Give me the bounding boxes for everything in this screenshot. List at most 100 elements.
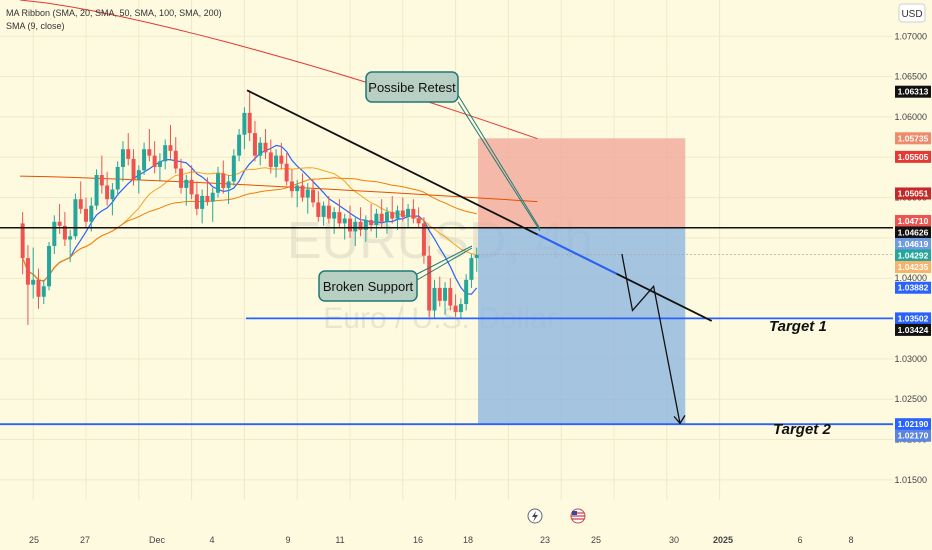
candle-body-25 [152,155,157,167]
candle-body-57 [321,205,326,217]
price-badge-label-12: 1.02190 [898,419,929,429]
trendline [246,89,713,322]
us-flag-icon-canton [572,511,577,515]
price-badge-label-0: 1.06313 [898,87,929,97]
candle-body-4 [41,286,46,297]
callout-support-pointer-2 [416,247,473,281]
candle-body-77 [427,255,432,311]
candle-body-30 [179,168,184,188]
candle-body-13 [89,205,94,222]
price-badge-label-13: 1.02170 [898,431,929,441]
candle-body-24 [147,149,152,156]
currency-label: USD [901,9,922,20]
time-tick-label-5: 11 [335,535,344,545]
candle-body-17 [110,189,115,200]
callout-retest: Possibe Retest [365,71,459,103]
callout-support-pointer [416,245,473,275]
candle-body-67 [374,213,379,225]
candle-body-45 [258,142,263,156]
candle-body-66 [369,220,374,225]
price-badge-12 [895,418,931,431]
callout-retest-pointer-2 [457,101,541,232]
price-badge-label-7: 1.04292 [898,250,929,260]
candle-body-16 [105,185,110,200]
candle-body-23 [142,149,147,171]
drawings [246,89,713,425]
moving-averages [19,0,538,295]
candle-body-44 [252,133,257,156]
price-badge-label-2: 1.05505 [898,152,929,162]
candle-body-42 [242,112,247,135]
price-tick-label-6: 1.04000 [894,273,927,283]
candle-body-69 [384,212,389,222]
time-axis[interactable]: 25 27 Dec 4 9 11 16 18 23 25 30 2025 6 8 [29,535,854,545]
sma200-line [19,0,538,140]
candle-body-7 [57,221,62,226]
candle-body-5 [47,245,52,287]
sma9-line [22,144,478,295]
time-tick-label-10: 30 [669,535,679,545]
projection-path [621,253,681,424]
price-badge-label-1: 1.05735 [898,133,929,143]
candle-body-14 [94,175,99,206]
time-tick-label-4: 9 [285,535,290,545]
candle-body-54 [305,189,310,198]
candle-body-74 [411,208,416,219]
callout-support-label: Broken Support [323,279,414,294]
candle-body-82 [453,305,458,313]
price-tick-label-11: 1.01500 [894,475,927,485]
candle-body-78 [432,287,437,311]
candle-body-63 [353,221,358,232]
price-tick-label-1: 1.06500 [894,72,927,82]
candle-body-62 [348,218,352,232]
candle-body-41 [237,134,242,156]
callout-retest-pointer [457,94,541,230]
legend-sma9[interactable]: SMA (9, close) [6,21,65,31]
candle-body-6 [52,221,57,246]
candle-body-15 [99,175,104,186]
candle-body-37 [216,173,220,193]
target-zone [478,228,686,425]
price-badge-7 [895,249,931,262]
price-badge-label-8: 1.04235 [898,262,929,272]
candle-body-50 [284,163,289,182]
trendline-highlight [536,233,618,275]
sma100-line [19,175,538,203]
price-badge-0 [895,85,931,98]
price-badge-4 [895,214,931,227]
legend-ma-ribbon[interactable]: MA Ribbon (SMA, 20, SMA, 50, SMA, 100, S… [6,8,222,18]
candle-body-3 [36,279,41,297]
price-axis[interactable]: USD 1.070001.065001.060001.055001.050001… [893,0,932,550]
time-tick-label-13: 8 [848,535,853,545]
candle-body-51 [289,181,294,192]
candle-body-29 [173,150,178,169]
price-badge-label-9: 1.03882 [898,283,929,293]
callout-support: Broken Support [318,270,418,302]
candle-body-48 [274,155,279,167]
time-tick-label-6: 16 [413,535,423,545]
candle-body-31 [184,179,189,188]
candle-body-26 [157,161,162,167]
callout-retest-label: Possibe Retest [368,80,456,95]
price-tick-label-9: 1.02500 [894,394,927,404]
candle-body-61 [342,218,347,224]
candle-body-9 [68,236,73,240]
candle-body-65 [363,220,368,230]
price-badge-9 [895,281,931,294]
candle-body-58 [326,205,331,219]
candle-body-21 [131,158,136,180]
candle-body-53 [300,185,305,198]
price-badge-11 [895,323,931,336]
candle-body-39 [226,181,231,188]
price-tick-label-2: 1.06000 [894,112,927,122]
currency-box[interactable] [898,3,926,23]
candles [20,90,479,325]
candle-body-0 [20,223,25,259]
axis-icons [527,508,586,524]
candle-body-34 [200,195,205,209]
levels [0,226,893,426]
candle-body-11 [78,199,83,209]
candle-body-73 [406,208,411,217]
target-1-label: Target 1 [769,318,827,335]
